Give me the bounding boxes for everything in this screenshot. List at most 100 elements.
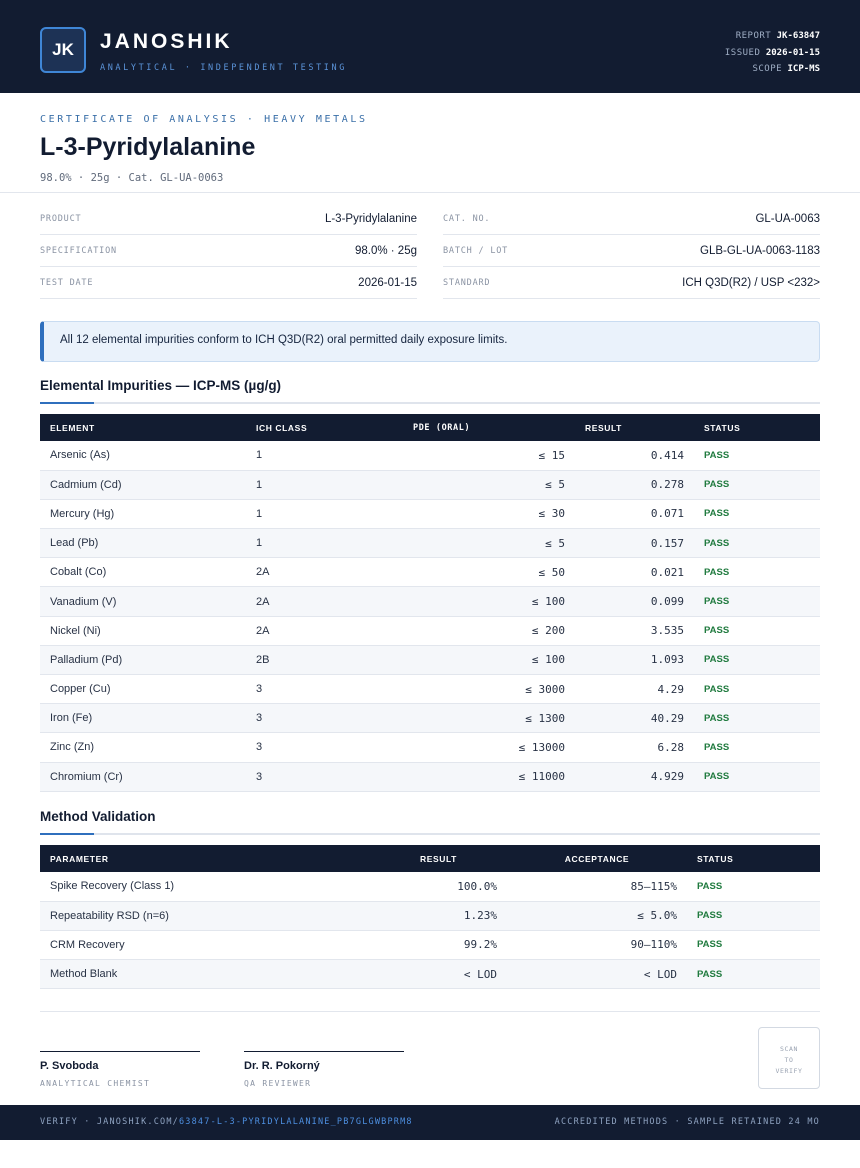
table-header-row: ELEMENT ICH CLASS PDE (ORAL) RESULT STAT… bbox=[40, 414, 820, 441]
status-badge: PASS bbox=[694, 470, 820, 500]
status-badge: PASS bbox=[694, 645, 820, 676]
result-cell: 0.099 bbox=[575, 586, 694, 617]
info-row-cat-no: CAT. NO. GL-UA-0063 bbox=[443, 203, 820, 235]
table-row: Palladium (Pd) 2B ≤ 100 1.093 PASS bbox=[40, 645, 820, 676]
table-row: Mercury (Hg) 1 ≤ 30 0.071 PASS bbox=[40, 499, 820, 530]
parameter-cell: Method Blank bbox=[40, 959, 370, 990]
table-row: Iron (Fe) 3 ≤ 1300 40.29 PASS bbox=[40, 703, 820, 734]
table-row: Vanadium (V) 2A ≤ 100 0.099 PASS bbox=[40, 586, 820, 617]
class-cell: 2A bbox=[246, 616, 403, 646]
info-label: BATCH / LOT bbox=[443, 246, 509, 256]
pde-cell: ≤ 100 bbox=[403, 645, 575, 676]
result-cell: 4.929 bbox=[575, 762, 694, 792]
class-cell: 1 bbox=[246, 441, 403, 471]
result-cell: 1.093 bbox=[575, 645, 694, 676]
info-row-batch-lot: BATCH / LOT GLB-GL-UA-0063-1183 bbox=[443, 235, 820, 267]
verify-link[interactable]: 63847-L-3-PYRIDYLALANINE_PB7GLGWBPRM8 bbox=[178, 1117, 413, 1127]
status-badge: PASS bbox=[687, 959, 820, 990]
class-cell: 3 bbox=[246, 762, 403, 792]
info-column-left: PRODUCT L-3-Pyridylalanine SPECIFICATION… bbox=[40, 203, 417, 299]
pde-cell: ≤ 1300 bbox=[403, 703, 575, 734]
element-cell: Vanadium (V) bbox=[40, 586, 246, 617]
info-row-standard: STANDARD ICH Q3D(R2) / USP <232> bbox=[443, 267, 820, 299]
class-cell: 2B bbox=[246, 645, 403, 676]
verify-qr-placeholder[interactable]: SCAN TO VERIFY bbox=[758, 1027, 820, 1089]
acceptance-cell: ≤ 5.0% bbox=[507, 901, 687, 931]
info-value: L-3-Pyridylalanine bbox=[324, 213, 417, 225]
column-header: RESULT bbox=[370, 845, 507, 872]
divider bbox=[0, 192, 860, 193]
conformance-notice: All 12 elemental impurities conform to I… bbox=[40, 321, 820, 362]
element-cell: Nickel (Ni) bbox=[40, 616, 246, 646]
status-badge: PASS bbox=[694, 732, 820, 763]
status-badge: PASS bbox=[687, 901, 820, 931]
validation-table: PARAMETER RESULT ACCEPTANCE STATUS Spike… bbox=[40, 845, 820, 990]
section-rule-accent bbox=[40, 402, 94, 404]
class-cell: 3 bbox=[246, 674, 403, 705]
result-cell: 0.278 bbox=[575, 470, 694, 500]
status-badge: PASS bbox=[694, 441, 820, 471]
result-cell: 40.29 bbox=[575, 703, 694, 734]
meta-report-key: REPORT bbox=[735, 31, 772, 41]
info-label: PRODUCT bbox=[40, 214, 82, 224]
meta-report: REPORT JK-63847 bbox=[725, 28, 820, 45]
element-cell: Zinc (Zn) bbox=[40, 732, 246, 763]
element-cell: Cadmium (Cd) bbox=[40, 470, 246, 500]
meta-report-value: JK-63847 bbox=[776, 31, 820, 41]
class-cell: 2A bbox=[246, 557, 403, 588]
status-badge: PASS bbox=[694, 586, 820, 617]
status-badge: PASS bbox=[694, 557, 820, 588]
pde-cell: ≤ 15 bbox=[403, 441, 575, 471]
signature-block: P. Svoboda ANALYTICAL CHEMIST bbox=[40, 1051, 200, 1088]
table-row: Zinc (Zn) 3 ≤ 13000 6.28 PASS bbox=[40, 732, 820, 763]
acceptance-cell: 90–110% bbox=[507, 930, 687, 961]
column-header: ACCEPTANCE bbox=[507, 845, 687, 872]
table-row: Cadmium (Cd) 1 ≤ 5 0.278 PASS bbox=[40, 470, 820, 500]
pde-cell: ≤ 30 bbox=[403, 499, 575, 530]
signatory-name: P. Svoboda bbox=[40, 1060, 99, 1072]
info-row-product: PRODUCT L-3-Pyridylalanine bbox=[40, 203, 417, 235]
section-rule bbox=[40, 402, 820, 404]
meta-issued: ISSUED 2026-01-15 bbox=[725, 45, 820, 62]
meta-issued-key: ISSUED bbox=[724, 47, 761, 58]
report-meta: REPORT JK-63847 ISSUED 2026-01-15 SCOPE … bbox=[725, 28, 820, 78]
impurities-section-title: Elemental Impurities — ICP-MS (µg/g) bbox=[40, 378, 282, 393]
status-badge: PASS bbox=[694, 674, 820, 705]
class-cell: 1 bbox=[246, 528, 403, 559]
element-cell: Iron (Fe) bbox=[40, 703, 246, 734]
result-cell: 3.535 bbox=[575, 616, 694, 646]
class-cell: 3 bbox=[246, 732, 403, 763]
result-cell: 0.414 bbox=[575, 441, 694, 471]
column-header: PDE (ORAL) bbox=[403, 414, 575, 441]
divider bbox=[40, 1011, 820, 1012]
element-cell: Arsenic (As) bbox=[40, 441, 246, 471]
verify-prefix: VERIFY · JANOSHIK.COM/ bbox=[40, 1117, 179, 1127]
report-footer: VERIFY · JANOSHIK.COM/63847-L-3-PYRIDYLA… bbox=[0, 1105, 860, 1140]
pde-cell: ≤ 200 bbox=[403, 616, 575, 646]
table-row: Lead (Pb) 1 ≤ 5 0.157 PASS bbox=[40, 528, 820, 559]
info-value: ICH Q3D(R2) / USP <232> bbox=[682, 277, 820, 289]
pde-cell: ≤ 11000 bbox=[403, 762, 575, 792]
class-cell: 1 bbox=[246, 499, 403, 530]
verify-line: VERIFY · JANOSHIK.COM/63847-L-3-PYRIDYLA… bbox=[40, 1117, 413, 1127]
info-value: 2026-01-15 bbox=[358, 277, 417, 289]
table-row: Spike Recovery (Class 1) 100.0% 85–115% PAS… bbox=[40, 872, 820, 902]
status-badge: PASS bbox=[694, 616, 820, 646]
acceptance-cell: < LOD bbox=[507, 959, 687, 990]
result-cell: 0.021 bbox=[575, 557, 694, 588]
class-cell: 1 bbox=[246, 470, 403, 500]
info-label: STANDARD bbox=[443, 278, 491, 288]
document-type: CERTIFICATE OF ANALYSIS · HEAVY METALS bbox=[40, 114, 368, 125]
table-row: Arsenic (As) 1 ≤ 15 0.414 PASS bbox=[40, 441, 820, 471]
parameter-cell: CRM Recovery bbox=[40, 930, 370, 961]
table-row: Nickel (Ni) 2A ≤ 200 3.535 PASS bbox=[40, 616, 820, 646]
status-badge: PASS bbox=[694, 703, 820, 734]
parameter-cell: Repeatability RSD (n=6) bbox=[40, 901, 370, 931]
parameter-cell: Spike Recovery (Class 1) bbox=[40, 872, 370, 902]
section-rule bbox=[40, 833, 820, 835]
status-badge: PASS bbox=[687, 872, 820, 902]
element-cell: Mercury (Hg) bbox=[40, 499, 246, 530]
scan-text-line: TO bbox=[784, 1056, 794, 1064]
info-column-right: CAT. NO. GL-UA-0063 BATCH / LOT GLB-GL-U… bbox=[443, 203, 820, 299]
signatory-role: ANALYTICAL CHEMIST bbox=[40, 1079, 151, 1088]
